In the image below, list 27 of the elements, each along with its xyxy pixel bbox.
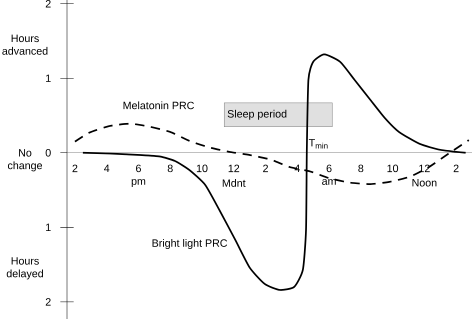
x-tick-label: 10: [387, 164, 398, 172]
x-tick-label: 6: [326, 164, 332, 172]
annotation: T$_{min}$: [308, 139, 328, 149]
annotation: Noon: [412, 179, 436, 187]
band-label: Sleep period: [228, 110, 286, 120]
annotation: pm: [132, 179, 146, 188]
x-tick-label: 2: [72, 164, 78, 172]
x-tick-label: 10: [196, 164, 208, 172]
annotation: am: [322, 179, 336, 185]
annotation: Mdnt: [222, 179, 246, 187]
x-tick-label: 8: [358, 164, 364, 172]
y-tick-label: 1: [46, 224, 51, 231]
x-tick-label: 6: [136, 164, 141, 172]
series-label: Bright light PRC: [152, 239, 228, 249]
x-tick-label: 2: [263, 164, 268, 172]
y-tick-label: 2: [46, 298, 51, 306]
series-label: Melatonin PRC: [124, 101, 194, 110]
x-tick-label: 12: [228, 164, 240, 172]
y-tick-label: 1: [46, 74, 51, 82]
text: No change: [8, 149, 42, 172]
x-tick-label: 8: [168, 164, 173, 172]
text: Hours advanced: [2, 34, 48, 55]
y-tick-label: 0: [46, 149, 51, 157]
y-tick-label: 2: [46, 0, 51, 8]
x-tick-label: 2: [454, 164, 459, 172]
x-tick-label: 4: [104, 164, 110, 172]
text: Hours delayed: [6, 257, 43, 280]
